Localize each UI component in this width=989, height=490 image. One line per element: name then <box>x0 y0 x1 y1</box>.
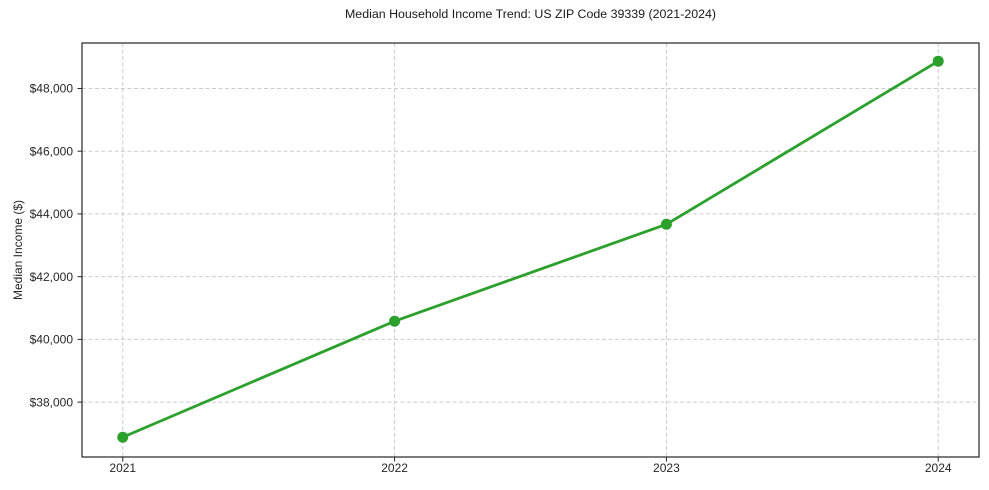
y-tick-label: $42,000 <box>30 270 74 284</box>
y-axis-label: Median Income ($) <box>11 199 25 301</box>
data-point-2024 <box>932 55 944 67</box>
x-tick-label: 2024 <box>925 461 952 475</box>
plot-border <box>81 42 980 458</box>
chart-title: Median Household Income Trend: US ZIP Co… <box>344 7 717 21</box>
y-tick-label: $44,000 <box>30 207 74 221</box>
y-tick-label: $48,000 <box>30 82 74 96</box>
y-tick-label: $46,000 <box>30 144 74 158</box>
data-point-2022 <box>389 315 401 327</box>
x-tick-label: 2021 <box>109 461 136 475</box>
x-tick-label: 2023 <box>653 461 680 475</box>
y-tick-label: $38,000 <box>30 395 74 409</box>
data-point-2023 <box>660 218 672 230</box>
data-point-2021 <box>117 431 129 443</box>
y-tick-label: $40,000 <box>30 333 74 347</box>
x-tick-label: 2022 <box>381 461 408 475</box>
income-trend-line <box>121 59 940 439</box>
